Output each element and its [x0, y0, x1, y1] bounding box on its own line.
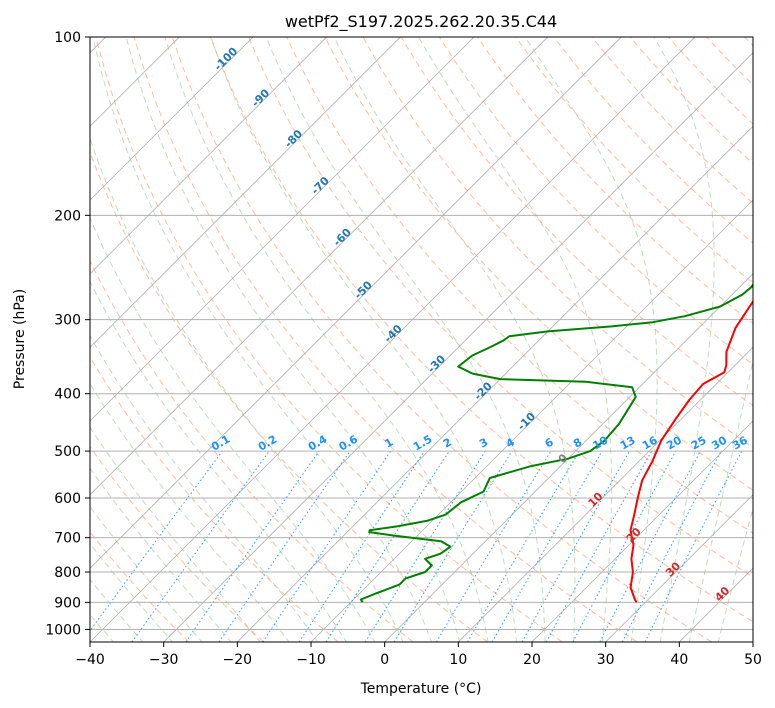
moist-adiabat-line — [92, 37, 432, 642]
y-tick-label: 500 — [54, 444, 81, 460]
isotherm-line — [384, 273, 753, 642]
isotherm-line — [90, 37, 475, 422]
dry-adiabat-line — [477, 37, 753, 325]
dry-adiabat-line — [515, 37, 753, 284]
moist-adiabat-line — [688, 358, 753, 642]
dry-adiabat-line — [95, 37, 563, 642]
moist-adiabat-line — [265, 37, 546, 642]
mixing-ratio-line — [298, 450, 425, 642]
isotherm-line — [163, 52, 753, 642]
dry-adiabat-line — [90, 445, 264, 642]
x-tick-label: −20 — [223, 652, 253, 668]
isotherm-line — [90, 37, 401, 348]
moist-adiabat-line — [333, 37, 576, 642]
mixing-ratio-line — [218, 450, 351, 642]
moist-adiabat-line — [90, 426, 261, 642]
x-tick-label: 40 — [670, 652, 688, 668]
dewpoint-profile-line — [359, 282, 753, 603]
temperature-profile-line — [629, 299, 753, 603]
pressure-grid — [90, 37, 753, 630]
mixing-ratio-line — [131, 450, 270, 642]
isotherm-line — [90, 37, 622, 569]
isotherm-line — [90, 37, 696, 642]
x-axis-label: Temperature (°C) — [360, 681, 482, 697]
moist-adiabat-line — [90, 467, 232, 642]
dry-adiabat-line — [248, 37, 753, 578]
isotherm-line — [605, 494, 753, 642]
chart-title: wetPf2_S197.2025.262.20.35.C44 — [285, 12, 557, 32]
y-axis-label: Pressure (hPa) — [12, 289, 28, 389]
mixing-ratio-line — [572, 450, 677, 642]
isotherm-line — [310, 199, 753, 642]
mixing-ratio-line — [545, 450, 653, 642]
mixing-ratio-line — [185, 450, 320, 642]
y-axis-ticks: 100 200 300 400 500 600 700 800 900 1000 — [45, 30, 90, 638]
x-tick-label: −10 — [296, 652, 326, 668]
y-tick-label: 100 — [54, 30, 81, 46]
moist-adiabat-line — [90, 578, 144, 642]
isotherm-line — [236, 125, 753, 642]
mixing-ratio-line — [325, 450, 450, 642]
dry-adiabat-line — [133, 37, 638, 642]
y-tick-label: 600 — [54, 491, 81, 507]
y-tick-label: 400 — [54, 387, 81, 403]
x-tick-label: 10 — [449, 652, 467, 668]
moist-adiabat-line — [90, 334, 319, 642]
plot-frame — [89, 36, 754, 643]
mixing-ratio-line — [262, 450, 392, 642]
mixing-ratio-line — [521, 450, 630, 642]
moist-adiabat-line — [210, 37, 518, 642]
isotherm-line — [90, 37, 328, 275]
moist-adiabat-line — [164, 37, 489, 642]
dry-adiabat-line — [400, 37, 753, 407]
dry-adiabat-line — [591, 37, 753, 204]
y-tick-label: 200 — [54, 208, 81, 224]
dry-adiabat-line — [171, 37, 712, 642]
x-tick-label: 30 — [597, 652, 615, 668]
x-axis-ticks: −40 −30 −20 −10 0 10 20 30 40 50 — [75, 642, 762, 668]
isotherm-line — [457, 346, 753, 642]
x-tick-label: 50 — [744, 652, 762, 668]
dry-adiabat-line — [324, 37, 753, 491]
x-tick-label: −30 — [149, 652, 179, 668]
moist-adiabat-line — [90, 216, 376, 642]
moist-adiabat-line — [653, 37, 715, 642]
isotherm-line — [90, 37, 549, 496]
y-tick-label: 800 — [54, 565, 81, 581]
dry-adiabat-line — [629, 37, 753, 165]
moist-adiabat-line — [717, 506, 753, 642]
moist-adiabat-line — [90, 505, 203, 642]
dry-adiabat-line — [210, 37, 753, 623]
y-tick-label: 700 — [54, 531, 81, 547]
x-tick-label: 20 — [523, 652, 541, 668]
y-tick-label: 300 — [54, 313, 81, 329]
y-tick-label: 1000 — [45, 622, 81, 638]
isotherm-line — [90, 37, 254, 201]
mixing-ratio-line — [90, 450, 223, 632]
x-tick-label: 0 — [380, 652, 389, 668]
y-tick-label: 900 — [54, 595, 81, 611]
dry-adiabat-line — [90, 259, 414, 642]
mixing-ratio-line — [644, 450, 743, 642]
moist-adiabat-line — [90, 136, 404, 642]
moist-adiabat-line — [125, 37, 461, 642]
moist-adiabat-line — [90, 382, 290, 642]
sounding-series — [359, 282, 753, 603]
x-tick-label: −40 — [75, 652, 105, 668]
moist-adiabat-line — [524, 37, 658, 642]
mixing-ratio-line — [393, 450, 513, 642]
moist-adiabat-line — [90, 542, 174, 642]
